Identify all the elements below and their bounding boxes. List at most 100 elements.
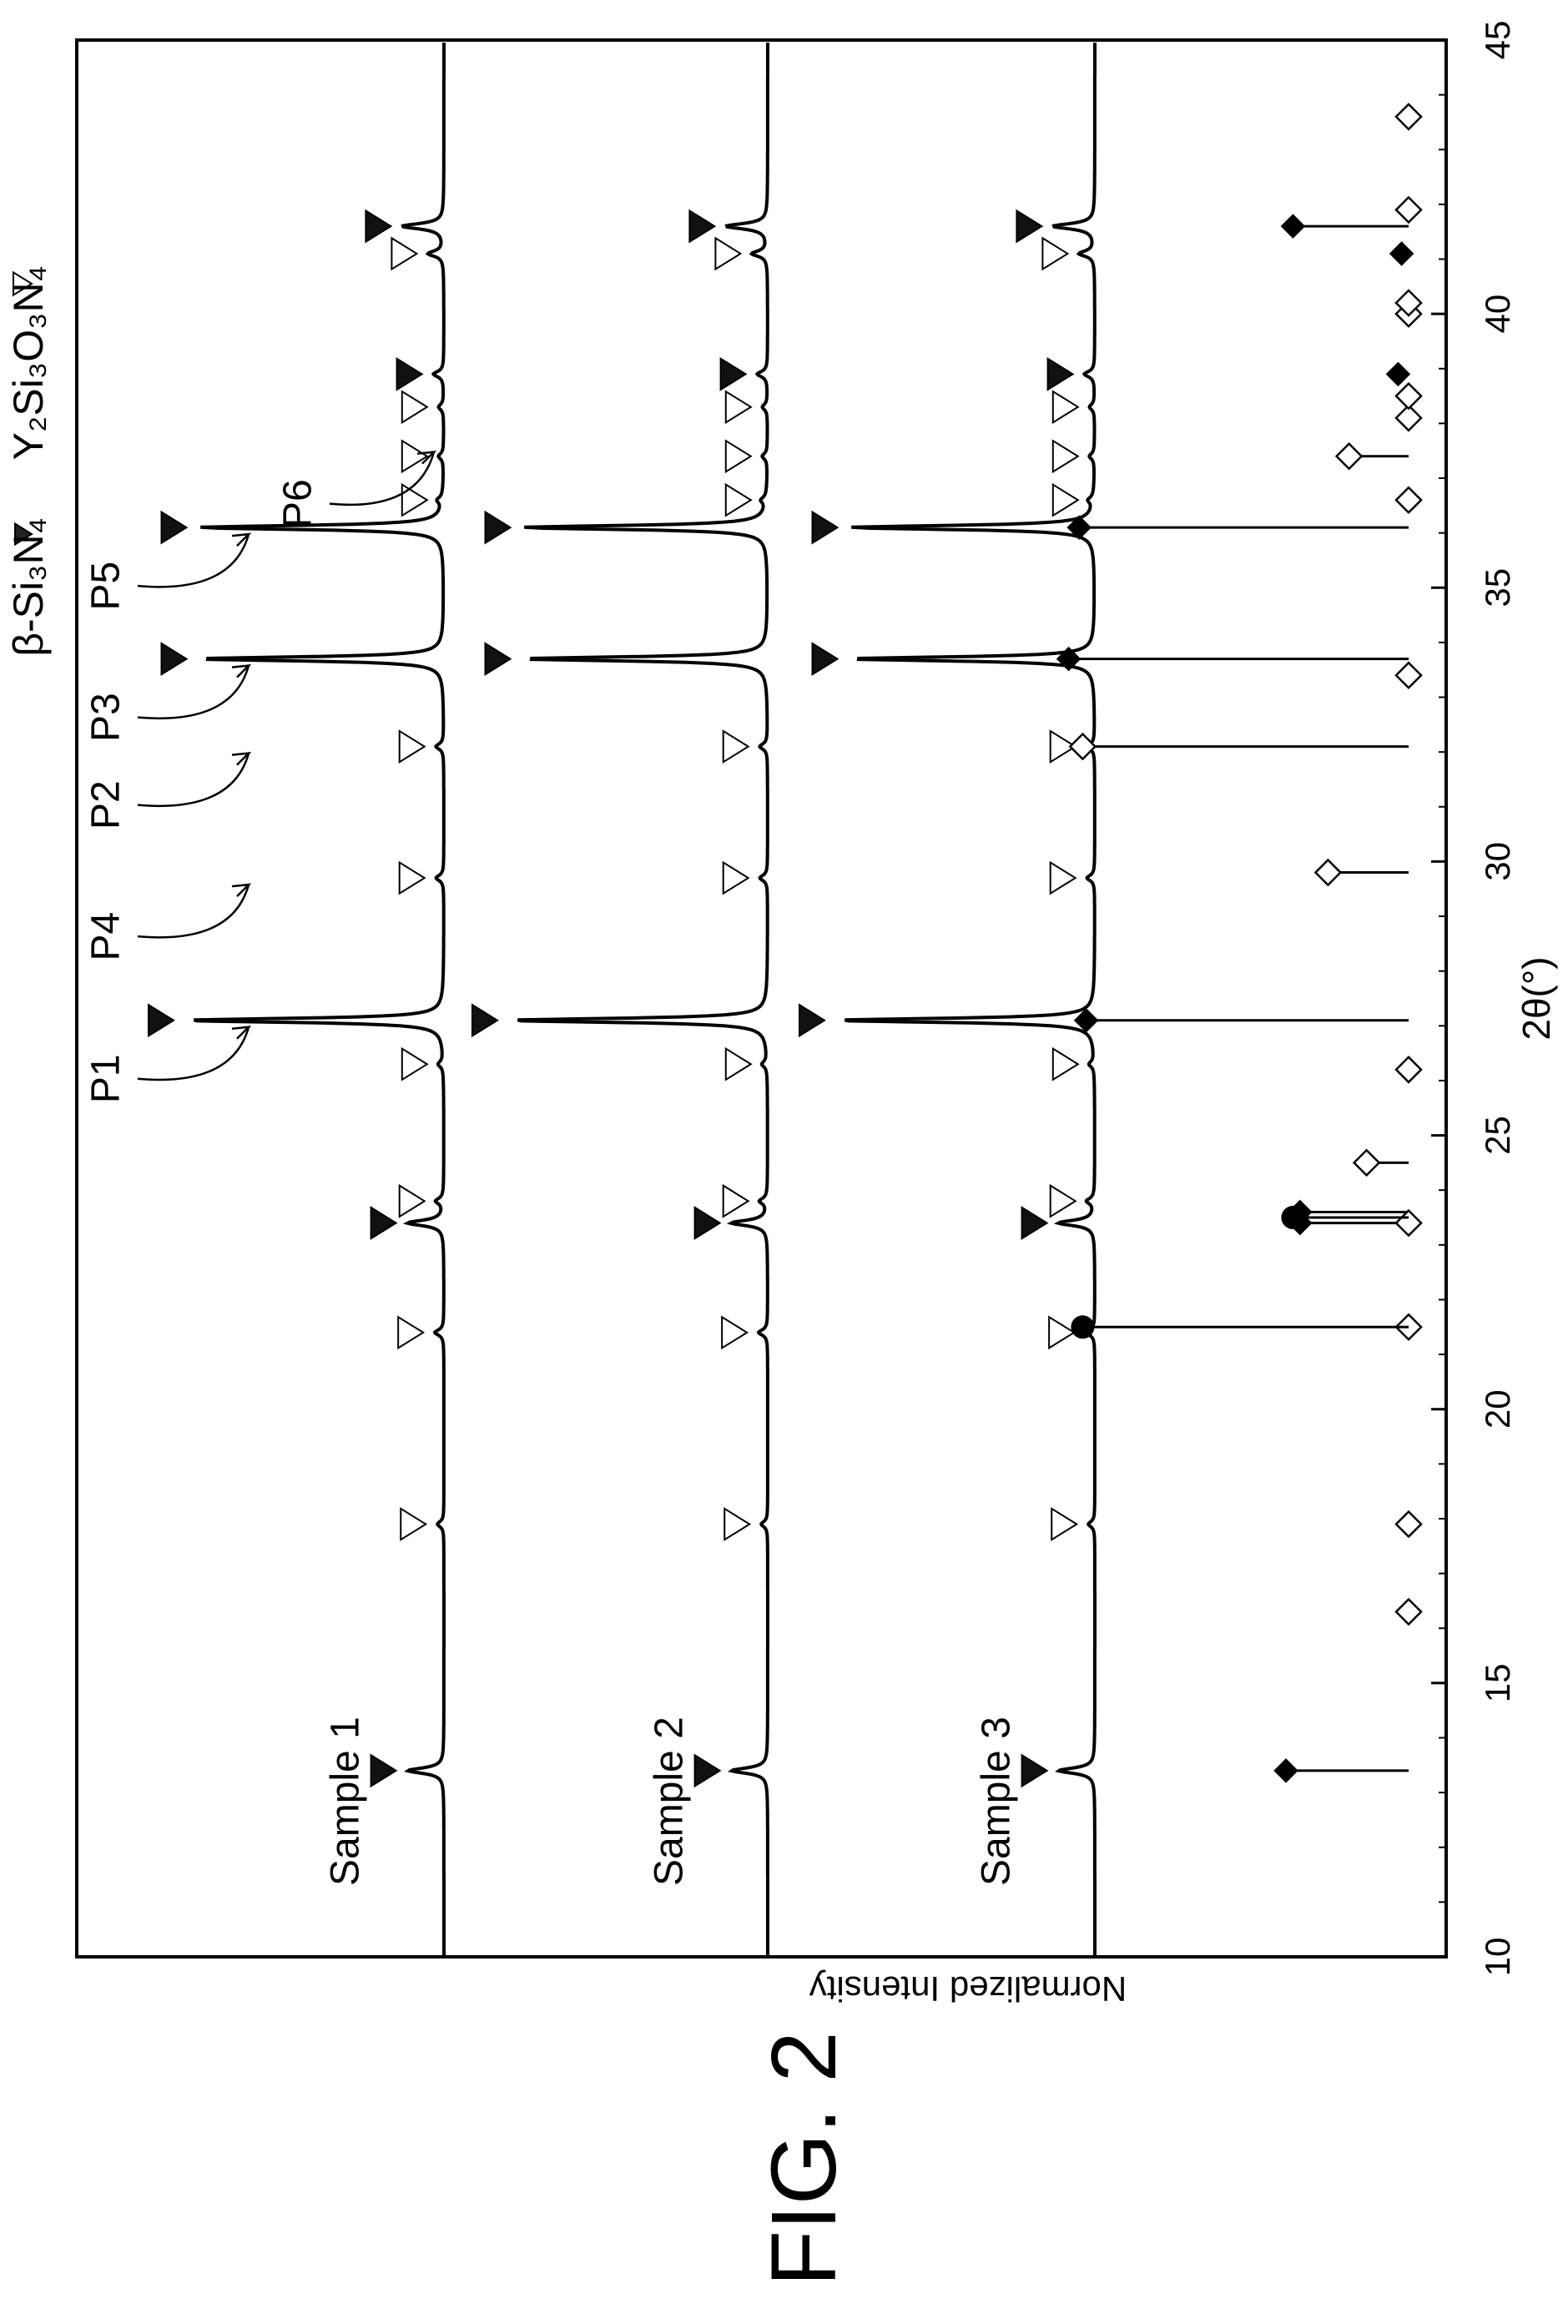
reference-marker-y2si3o3n4 [1394, 1056, 1423, 1084]
reference-marker-beta [1056, 646, 1081, 672]
beta-si3n4-marker [799, 1003, 826, 1038]
reference-marker-y2si3o3n4 [1394, 1510, 1423, 1539]
y2si3o3n4-marker [1051, 439, 1080, 474]
y2si3o3n4-marker [401, 482, 429, 517]
reference-marker-y2si3o3n4 [1394, 1208, 1423, 1238]
peak-label-p1: P1 [84, 1054, 129, 1103]
y2si3o3n4-marker [1051, 1046, 1080, 1081]
series-label-3: Sample 3 [975, 1717, 1019, 1886]
reference-marker-circle [1071, 1315, 1095, 1339]
y2si3o3n4-marker [1051, 1507, 1079, 1541]
beta-si3n4-marker [1046, 356, 1075, 391]
reference-marker-beta [1280, 214, 1306, 239]
y2si3o3n4-marker [1049, 860, 1077, 895]
x-tick-label: 35 [1478, 568, 1517, 607]
peak-arrow-p3 [137, 665, 250, 720]
y2si3o3n4-marker [724, 1046, 753, 1081]
reference-marker-y2si3o3n4 [1334, 442, 1364, 471]
beta-si3n4-marker [396, 356, 424, 391]
y2si3o3n4-marker [1041, 236, 1070, 271]
beta-si3n4-marker [370, 1753, 398, 1788]
beta-si3n4-marker [1021, 1753, 1049, 1788]
y2si3o3n4-marker [724, 482, 753, 517]
legend-label-y2si3o3n4: Y₂Si₃O₃N₄ [5, 265, 52, 460]
reference-marker-beta [1073, 1007, 1099, 1033]
y2si3o3n4-marker [1051, 482, 1080, 517]
reference-marker-y2si3o3n4 [1394, 661, 1423, 690]
reference-marker-beta [1385, 361, 1411, 387]
series-label-1: Sample 1 [324, 1717, 368, 1886]
y2si3o3n4-marker [724, 439, 753, 474]
reference-marker-y2si3o3n4 [1394, 103, 1423, 131]
y2si3o3n4-marker [723, 1507, 752, 1541]
y2si3o3n4-marker [398, 860, 426, 895]
x-tick-label: 30 [1478, 842, 1517, 881]
reference-marker-y2si3o3n4 [1068, 732, 1097, 761]
peak-label-p6: P6 [276, 479, 320, 528]
y-axis-label: Normalized Intensity [809, 1969, 1127, 2009]
beta-si3n4-marker [811, 510, 839, 545]
beta-si3n4-marker [811, 642, 839, 676]
peak-label-p5: P5 [84, 562, 129, 611]
x-tick-label: 45 [1478, 21, 1517, 60]
trace-sample-1 [193, 43, 446, 1955]
reference-marker-beta [1066, 515, 1092, 540]
beta-si3n4-marker [160, 510, 189, 545]
y2si3o3n4-marker [400, 1507, 428, 1541]
y2si3o3n4-marker [1048, 1315, 1076, 1350]
beta-si3n4-marker [471, 1003, 499, 1038]
peak-arrowhead-p3 [231, 664, 252, 678]
trace-sample-3 [844, 43, 1097, 1955]
reference-marker-circle [1281, 1206, 1305, 1230]
reference-marker-y2si3o3n4 [1394, 1597, 1423, 1626]
y2si3o3n4-marker [398, 729, 426, 764]
beta-si3n4-marker [160, 642, 189, 676]
y2si3o3n4-marker [398, 1183, 426, 1218]
x-tick-label: 25 [1478, 1116, 1517, 1155]
y2si3o3n4-marker [397, 1315, 426, 1350]
y2si3o3n4-marker [391, 236, 419, 271]
y2si3o3n4-marker [1049, 729, 1077, 764]
peak-arrowhead-p2 [231, 752, 252, 766]
beta-si3n4-marker [365, 209, 393, 244]
y2si3o3n4-marker [722, 1183, 750, 1218]
beta-si3n4-marker [688, 209, 717, 244]
x-tick-label: 40 [1478, 295, 1517, 334]
legend-marker-beta [14, 522, 33, 547]
beta-si3n4-marker [693, 1206, 722, 1240]
beta-si3n4-marker [484, 510, 512, 545]
peak-arrow-p1 [137, 1026, 250, 1081]
reference-marker-y2si3o3n4 [1394, 289, 1423, 317]
peak-arrowhead-p5 [231, 532, 252, 547]
reference-marker-y2si3o3n4 [1394, 381, 1423, 411]
beta-si3n4-marker [484, 642, 512, 676]
beta-si3n4-marker [693, 1753, 722, 1788]
x-tick-label: 20 [1478, 1389, 1517, 1429]
x-tick-label: 10 [1478, 1938, 1517, 1977]
figure-caption: FIG. 2 [726, 2031, 893, 2303]
x-axis-label: 2θ(°) [1515, 956, 1558, 1040]
y2si3o3n4-marker [401, 1046, 429, 1081]
reference-marker-y2si3o3n4 [1313, 858, 1343, 887]
beta-si3n4-marker [148, 1003, 175, 1038]
y2si3o3n4-marker [1049, 1183, 1077, 1218]
peak-arrow-p2 [137, 753, 250, 808]
y2si3o3n4-marker [722, 860, 750, 895]
series-label-2: Sample 2 [648, 1717, 692, 1886]
reference-marker-y2si3o3n4 [1352, 1148, 1381, 1177]
y2si3o3n4-marker [714, 236, 743, 271]
reference-marker-beta [1273, 1758, 1298, 1783]
peak-arrowhead-p1 [231, 1026, 252, 1040]
beta-si3n4-marker [719, 356, 748, 391]
reference-marker-y2si3o3n4 [1394, 486, 1423, 515]
y2si3o3n4-marker [401, 390, 429, 425]
beta-si3n4-marker [370, 1206, 398, 1240]
figure-label: FIG. 2 [753, 2031, 855, 2286]
peak-label-p3: P3 [84, 693, 129, 742]
peak-arrowhead-p4 [231, 883, 252, 898]
y2si3o3n4-marker [722, 729, 750, 764]
beta-si3n4-marker [1016, 209, 1044, 244]
peak-arrow-p6 [329, 451, 436, 507]
plot-frame [75, 38, 1448, 1959]
